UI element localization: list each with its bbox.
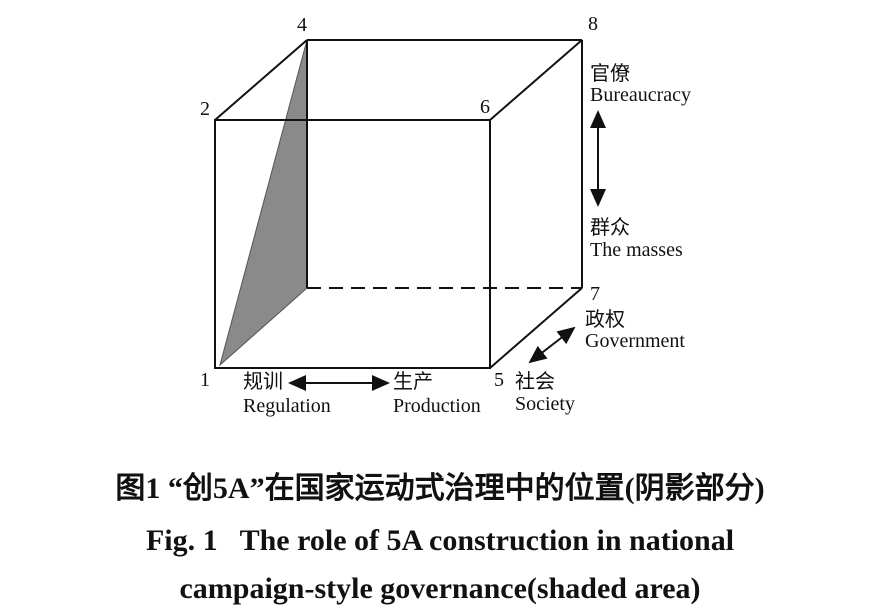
edge bbox=[489, 39, 583, 121]
caption-zh: 图1 “创5A”在国家运动式治理中的位置(阴影部分) bbox=[115, 471, 764, 505]
axis-label-en: Production bbox=[393, 395, 481, 417]
edge bbox=[489, 287, 583, 369]
edge bbox=[214, 39, 308, 121]
vertex-label: 1 bbox=[200, 369, 210, 391]
axis-label-en: Government bbox=[585, 330, 685, 352]
axis-label-en: The masses bbox=[590, 239, 683, 261]
vertex-label: 4 bbox=[297, 14, 307, 36]
axis-labels: 官僚 Bureaucracy 群众 The masses 政权 Governme… bbox=[243, 62, 691, 417]
vertex-label: 8 bbox=[588, 13, 598, 35]
vertex-label: 6 bbox=[480, 96, 490, 118]
axis-label-en: Society bbox=[515, 393, 575, 415]
axis-label-en: Bureaucracy bbox=[590, 84, 691, 106]
caption-en: campaign-style governance(shaded area) bbox=[179, 572, 700, 605]
axis-label-zh: 政权 bbox=[585, 308, 625, 331]
axis-label-en: Regulation bbox=[243, 395, 331, 417]
axis-label-zh: 官僚 bbox=[590, 62, 630, 85]
caption-en: Fig. 1 The role of 5A construction in na… bbox=[146, 524, 734, 557]
arrow bbox=[528, 326, 576, 364]
vertex-label: 2 bbox=[200, 98, 210, 120]
axis-label-zh: 群众 bbox=[590, 216, 630, 239]
cube bbox=[214, 39, 583, 369]
shaded-area bbox=[219, 39, 308, 367]
vertex-label: 5 bbox=[494, 369, 504, 391]
axis-label-zh: 规训 bbox=[243, 370, 283, 393]
axis-label-zh: 生产 bbox=[393, 370, 433, 393]
vertex-label: 7 bbox=[590, 283, 600, 305]
axis-label-zh: 社会 bbox=[515, 370, 555, 393]
caption: 图1 “创5A”在国家运动式治理中的位置(阴影部分) Fig. 1 The ro… bbox=[115, 471, 764, 605]
vertex-labels: 1 2 4 5 6 7 8 bbox=[200, 13, 600, 391]
front-face bbox=[214, 119, 491, 369]
